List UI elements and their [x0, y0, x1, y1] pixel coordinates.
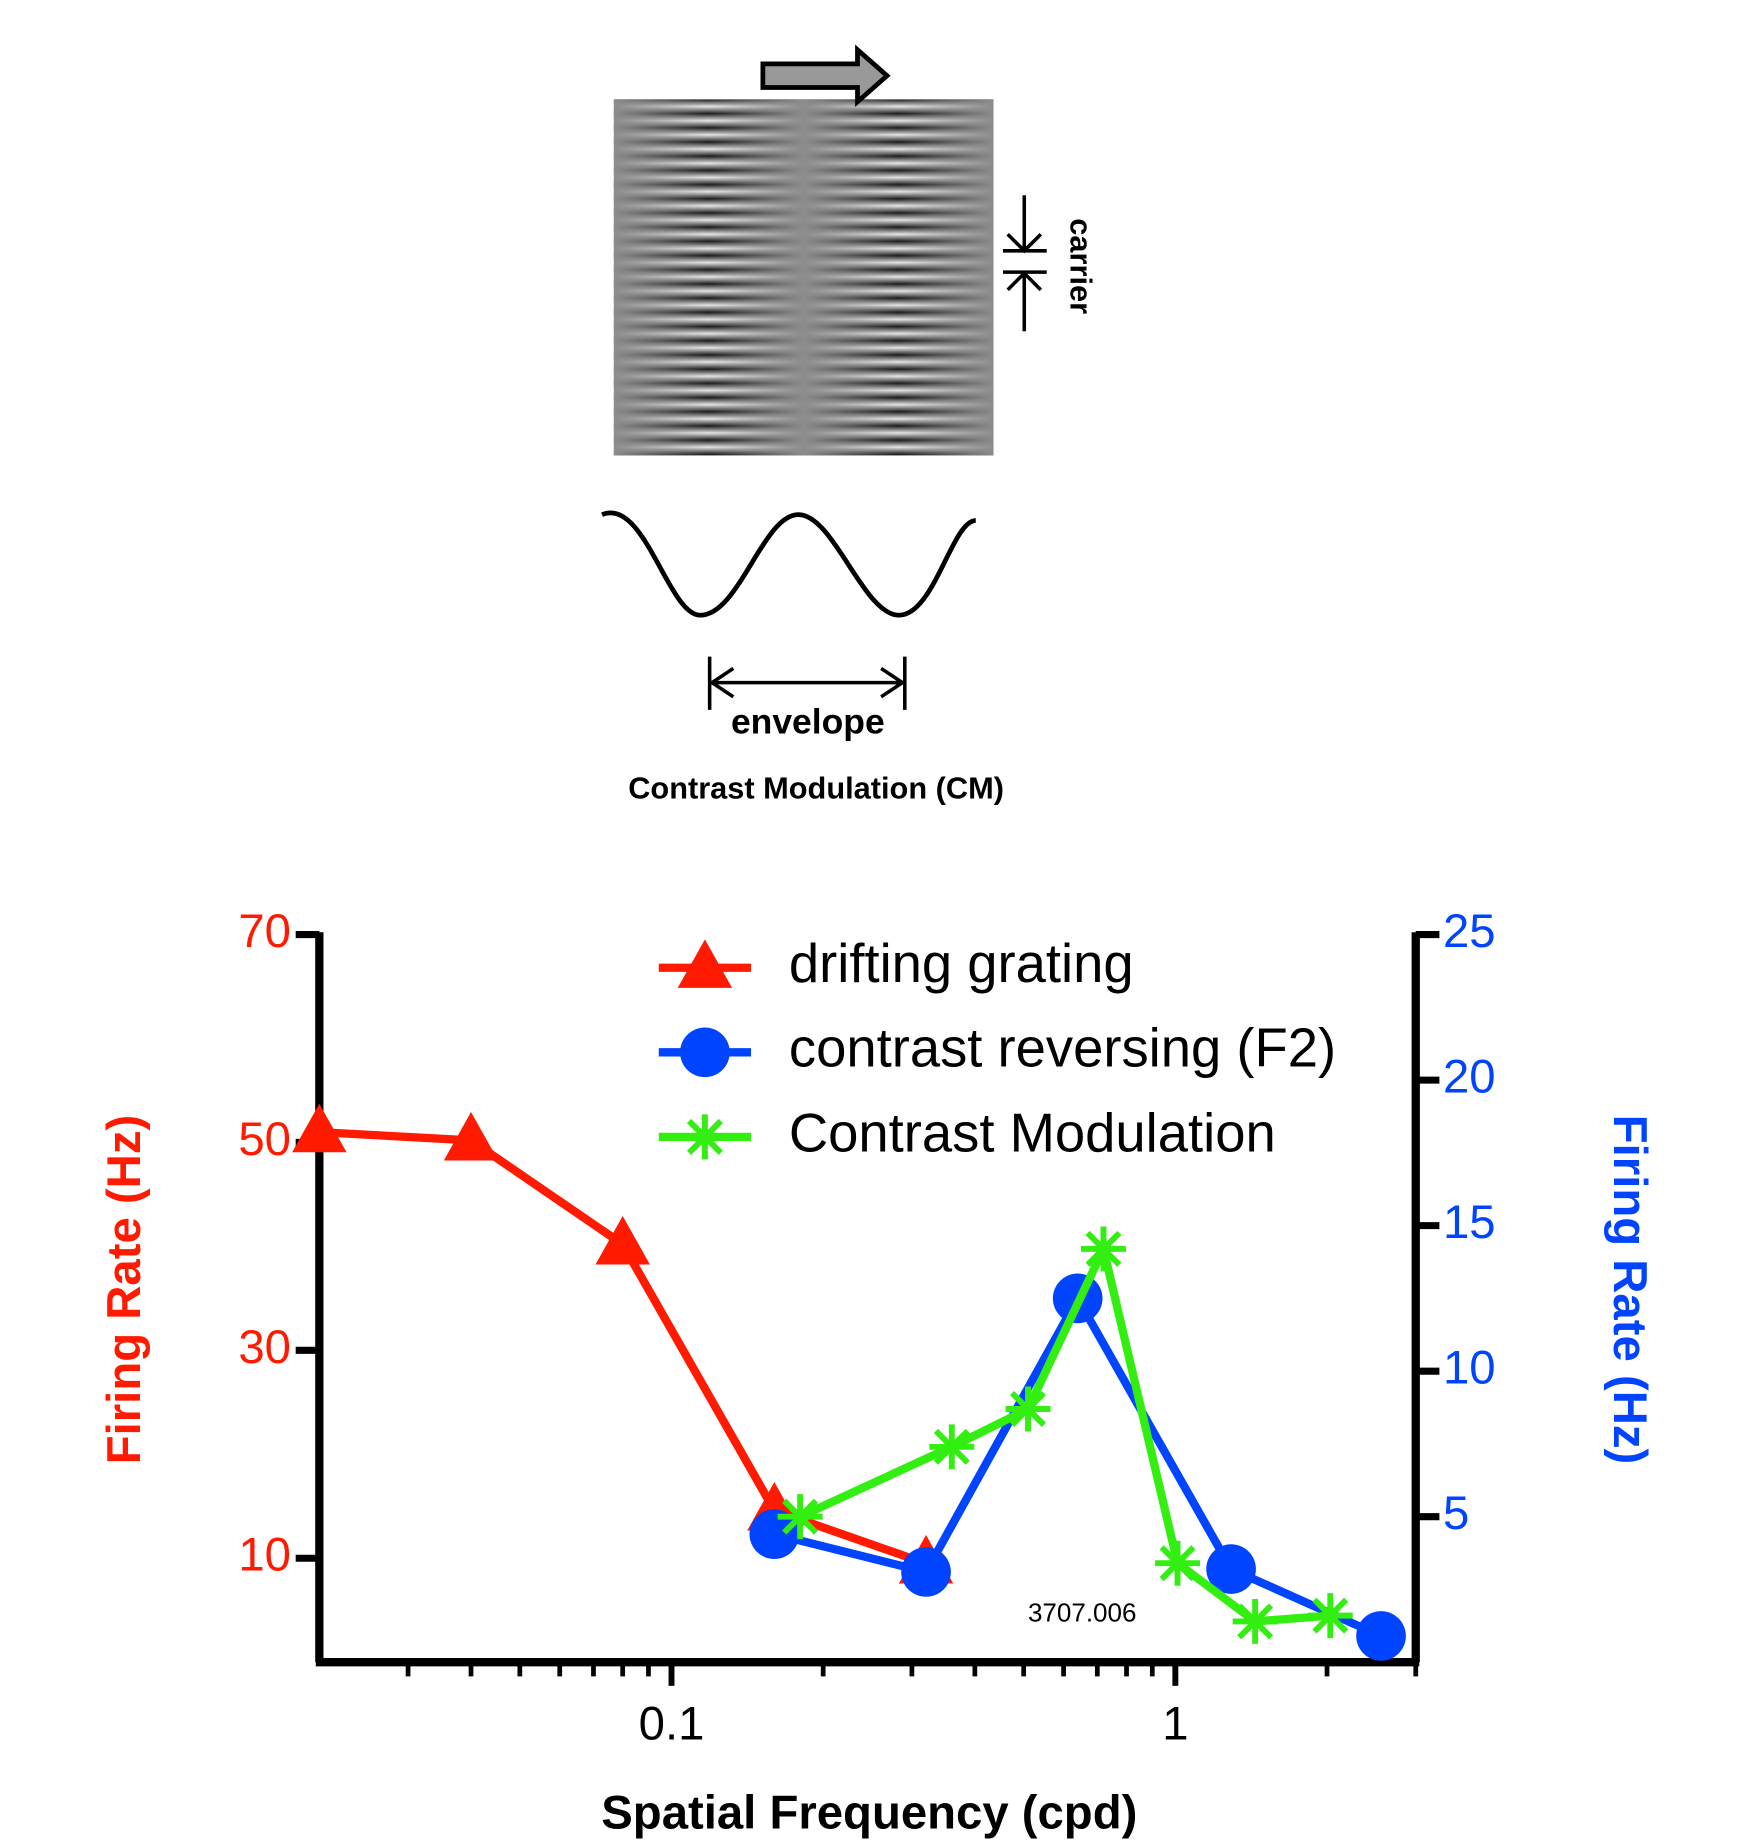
carrier-label: carrier [1064, 218, 1099, 314]
star-spoke [1085, 1230, 1122, 1267]
marker-star [1232, 1598, 1278, 1644]
y-tick-label: 70 [238, 905, 291, 958]
marker-triangle [677, 939, 733, 988]
y2-tick-label: 20 [1443, 1051, 1496, 1104]
marker-circle [749, 1509, 800, 1559]
y-tick-label: 50 [238, 1113, 291, 1166]
marker-circle [1206, 1544, 1256, 1594]
x-tick-label: 1 [1162, 1698, 1188, 1751]
legend-label: contrast reversing (F2) [789, 1018, 1336, 1079]
star-spoke [686, 1118, 723, 1155]
marker-triangle [595, 1215, 650, 1265]
marker-circle [1356, 1611, 1406, 1661]
envelope-label: envelope [731, 701, 885, 741]
marker-star [777, 1494, 823, 1540]
y-axis-label: Firing Rate (Hz) [98, 1115, 151, 1465]
y-tick-label: 10 [238, 1529, 291, 1582]
star-spoke [1159, 1545, 1196, 1582]
annotation: 3707.006 [1028, 1598, 1137, 1628]
x-tick-label: 0.1 [639, 1698, 705, 1751]
envelope-shading [613, 99, 994, 456]
marker-star [1080, 1226, 1126, 1272]
y2-tick-label: 5 [1443, 1487, 1469, 1540]
marker-star [682, 1114, 728, 1160]
marker-star [1005, 1386, 1051, 1432]
diagram-caption: Contrast Modulation (CM) [628, 770, 1004, 805]
legend-label: Contrast Modulation [789, 1102, 1276, 1163]
carrier-arrows [1002, 195, 1047, 332]
grating-diagram: carrier envelope Contrast Modulation (CM… [601, 44, 1099, 805]
star-spoke [1312, 1597, 1349, 1634]
y2-axis-label: Firing Rate (Hz) [1603, 1115, 1656, 1465]
star-spoke [1237, 1603, 1274, 1640]
star-spoke [782, 1498, 819, 1535]
marker-triangle [443, 1112, 499, 1161]
y2-tick-label: 10 [1443, 1342, 1496, 1395]
marker-circle [680, 1027, 730, 1078]
x-axis-label: Spatial Frequency (cpd) [601, 1786, 1137, 1839]
marker-star [929, 1424, 975, 1470]
y-tick-label: 30 [238, 1321, 291, 1374]
envelope-arrow [707, 656, 907, 710]
y2-tick-label: 25 [1443, 905, 1496, 958]
series-line [773, 1294, 1383, 1640]
envelope-curve [601, 510, 977, 618]
drift-arrow [760, 44, 891, 107]
legend-label: drifting grating [789, 933, 1134, 994]
marker-triangle [292, 1103, 347, 1153]
marker-circle [901, 1547, 951, 1597]
y2-tick-label: 15 [1443, 1196, 1496, 1249]
star-spoke [1010, 1390, 1046, 1427]
marker-star [1307, 1593, 1353, 1639]
marker-star [1155, 1540, 1201, 1586]
star-spoke [933, 1428, 970, 1465]
